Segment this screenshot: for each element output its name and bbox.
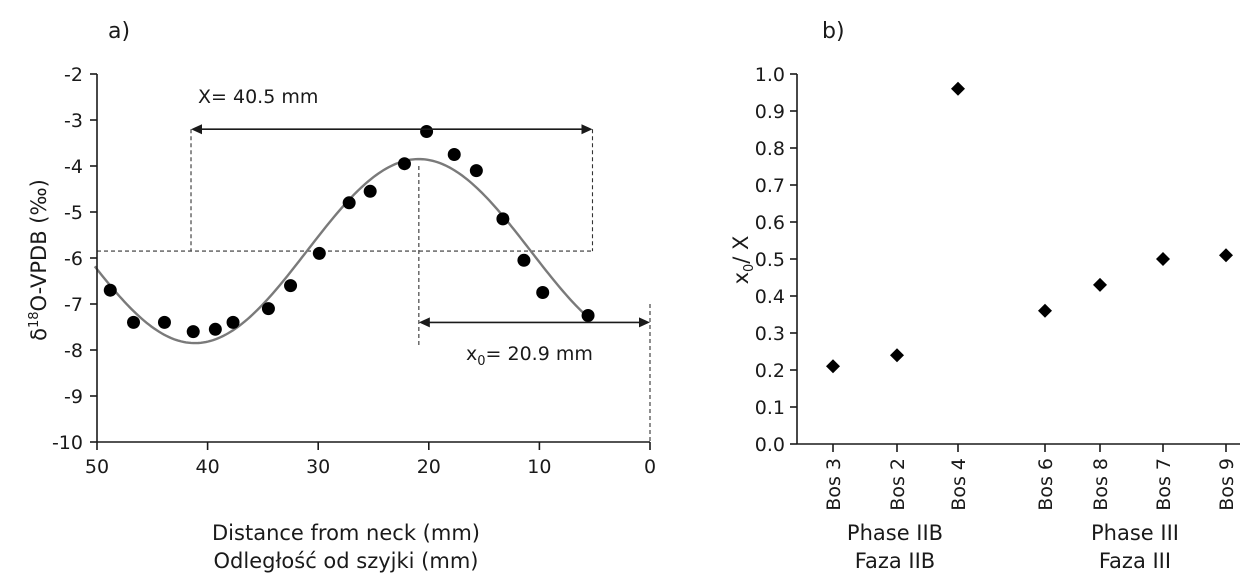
a-x-tick-label: 10 — [527, 456, 551, 478]
data-point — [420, 125, 434, 138]
data-point — [581, 309, 595, 322]
b-x-ticks: Bos 3 Bos 2 Bos 4 Bos 6 Bos 8 Bos 7 Bos 9 — [823, 444, 1238, 511]
b-y-tick-label: 0.0 — [755, 434, 785, 456]
period-label: X= 40.5 mm — [198, 86, 318, 108]
data-point — [536, 286, 550, 299]
data-point — [186, 325, 200, 339]
x0-arrow-head-right — [639, 317, 650, 328]
data-point — [226, 315, 240, 329]
b-x-tick-label: Bos 7 — [1153, 458, 1175, 511]
b-x-tick-label: Bos 8 — [1090, 458, 1112, 511]
b-y-ticks: 0.0 0.1 0.2 0.3 0.4 0.5 0.6 0.7 0.8 0.9 1.0 — [755, 64, 797, 456]
data-point — [261, 302, 275, 316]
a-y-ticks: -2 -3 -4 -5 -6 -7 -8 -9 -10 — [52, 64, 97, 454]
panel-b-label: b) — [822, 19, 845, 44]
a-guide-lines — [97, 129, 651, 442]
a-x-axis-label-en: Distance from neck (mm) — [212, 521, 480, 545]
a-y-tick-label: -9 — [64, 386, 83, 408]
b-data-points — [826, 81, 1233, 374]
data-point — [103, 283, 117, 297]
b-y-tick-label: 0.8 — [755, 138, 785, 160]
x0-label: x0= 20.9 mm — [466, 343, 593, 369]
data-point — [284, 279, 298, 293]
a-x-axis-label-pl: Odległość od szyjki (mm) — [214, 549, 479, 573]
data-point — [208, 322, 222, 336]
a-y-tick-label: -5 — [64, 202, 83, 224]
a-x-ticks: 50 40 30 20 10 0 — [85, 442, 656, 478]
diamond-point — [1038, 303, 1052, 318]
diamond-point — [951, 81, 965, 96]
data-point — [447, 148, 461, 161]
data-point — [363, 184, 377, 198]
group-iii-label-en: Phase III — [1091, 521, 1179, 545]
a-y-tick-label: -10 — [52, 432, 83, 454]
b-x-tick-label: Bos 4 — [948, 458, 970, 511]
b-y-tick-label: 0.6 — [755, 212, 785, 234]
diamond-point — [1219, 248, 1233, 263]
data-point — [157, 315, 171, 329]
group-iib-label-en: Phase IIB — [847, 521, 943, 545]
data-point — [469, 164, 483, 178]
data-point — [496, 212, 510, 226]
b-y-axis-label: x0/ X — [729, 236, 757, 285]
a-y-axis-label: δ18O-VPDB (‰) — [27, 179, 51, 341]
a-x-tick-label: 50 — [85, 456, 109, 478]
a-arrows — [191, 124, 650, 328]
diamond-point — [1093, 277, 1107, 292]
b-y-tick-label: 0.3 — [755, 323, 785, 345]
period-arrow-head-left — [191, 124, 203, 135]
a-x-tick-label: 40 — [196, 456, 220, 478]
diamond-point — [890, 348, 904, 363]
a-y-tick-label: -3 — [64, 110, 83, 132]
a-x-tick-label: 0 — [644, 456, 656, 478]
b-x-tick-label: Bos 2 — [887, 458, 909, 511]
group-iib-label-pl: Faza IIB — [855, 549, 935, 573]
b-y-tick-label: 0.1 — [755, 397, 785, 419]
data-point — [397, 157, 411, 171]
diamond-point — [826, 359, 840, 374]
a-x-tick-label: 30 — [306, 456, 330, 478]
b-x-tick-label: Bos 6 — [1035, 458, 1057, 511]
data-point — [126, 315, 140, 329]
data-point — [517, 253, 531, 267]
b-x-tick-label: Bos 9 — [1216, 458, 1238, 511]
b-axes — [796, 74, 1240, 445]
b-y-tick-label: 0.9 — [755, 101, 785, 123]
b-y-tick-label: 0.7 — [755, 175, 785, 197]
a-x-tick-label: 20 — [417, 456, 441, 478]
data-point — [312, 246, 326, 260]
group-iii-label-pl: Faza III — [1099, 549, 1171, 573]
a-y-tick-label: -2 — [64, 64, 83, 86]
a-y-tick-label: -7 — [64, 294, 83, 316]
data-point — [342, 196, 356, 210]
panel-a-label: a) — [108, 19, 130, 44]
diamond-point — [1156, 252, 1170, 266]
x0-arrow-head-left — [418, 317, 430, 328]
b-y-tick-label: 1.0 — [755, 64, 785, 86]
a-data-points — [103, 125, 595, 339]
panel-a: a) -2 -3 -4 -5 -6 -7 -8 -9 -10 50 40 30 20 10 0 X= 40… — [27, 19, 656, 573]
a-y-tick-label: -6 — [64, 248, 83, 270]
panel-b: b) 0.0 0.1 0.2 0.3 0.4 0.5 0.6 0.7 0.8 0.9 1.0 Bos… — [729, 19, 1240, 573]
a-y-tick-label: -8 — [64, 340, 83, 362]
b-y-tick-label: 0.5 — [755, 249, 785, 271]
period-arrow-head-right — [581, 124, 593, 135]
a-y-tick-label: -4 — [64, 156, 83, 178]
b-y-tick-label: 0.4 — [755, 286, 785, 308]
b-x-tick-label: Bos 3 — [823, 458, 845, 511]
b-y-tick-label: 0.2 — [755, 360, 785, 382]
